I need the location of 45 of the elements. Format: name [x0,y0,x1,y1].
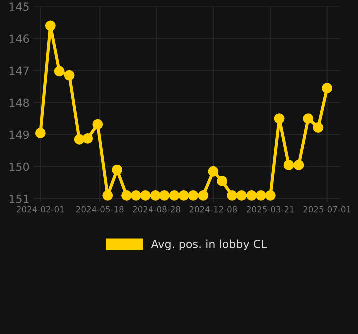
point [256,190,266,201]
point [265,190,276,201]
y-tick-label: 145 [10,2,29,12]
point [169,190,180,201]
x-tick-label: 2024-12-08 [190,206,238,213]
x-tick-label: 2024-02-01 [17,206,64,213]
point [322,83,333,94]
y-tick-label: 150 [10,162,30,172]
point [92,119,104,130]
point [102,190,114,201]
point [82,133,94,144]
point [198,190,209,201]
y-tick-label: 146 [10,34,30,44]
point [178,190,190,201]
point [274,114,285,124]
point [294,160,304,170]
point [217,176,228,186]
x-tick-label: 2024-08-28 [133,206,180,213]
point [313,122,324,133]
point [64,70,75,81]
point [159,190,170,201]
y-tick-label: 147 [10,66,29,75]
point [35,128,46,138]
point [208,166,219,177]
point [112,164,123,176]
point [246,190,257,201]
point [122,190,132,201]
x-tick-label: 2025-03-21 [247,206,294,213]
point [74,134,85,145]
y-tick-label: 151 [10,194,29,204]
x-tick-label: 2025-07-01 [304,206,351,213]
x-tick-label: 2024-05-18 [76,206,124,213]
y-tick-label: 149 [10,130,30,140]
point [140,190,151,201]
point [284,160,294,170]
legend-label: Avg. pos. in lobby CL [151,240,268,251]
point [236,190,247,201]
point [131,190,142,201]
point [227,190,238,201]
point [188,190,199,201]
point [303,114,314,124]
point [150,190,161,201]
point [45,20,56,32]
point [54,66,65,77]
y-tick-label: 148 [10,98,30,108]
